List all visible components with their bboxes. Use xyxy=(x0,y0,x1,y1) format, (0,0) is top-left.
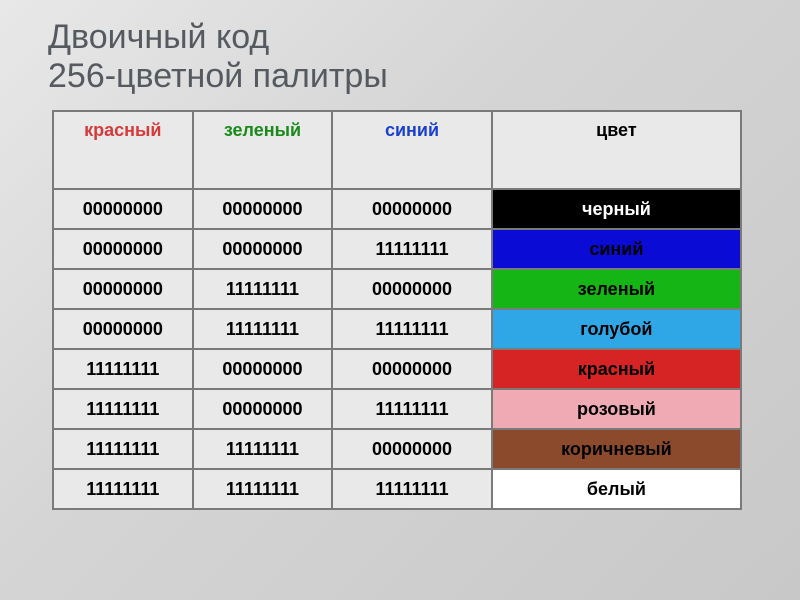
cell-green: 11111111 xyxy=(193,429,333,469)
cell-green: 00000000 xyxy=(193,229,333,269)
cell-green: 11111111 xyxy=(193,469,333,509)
cell-blue: 11111111 xyxy=(332,389,492,429)
cell-green: 11111111 xyxy=(193,309,333,349)
cell-blue: 11111111 xyxy=(332,469,492,509)
cell-red: 00000000 xyxy=(53,229,193,269)
cell-green: 11111111 xyxy=(193,269,333,309)
cell-blue: 11111111 xyxy=(332,309,492,349)
table-row: 000000001111111111111111голубой xyxy=(53,309,741,349)
cell-green: 00000000 xyxy=(193,349,333,389)
table-row: 000000000000000000000000черный xyxy=(53,189,741,229)
table-row: 111111111111111100000000коричневый xyxy=(53,429,741,469)
cell-red: 00000000 xyxy=(53,309,193,349)
cell-blue: 00000000 xyxy=(332,349,492,389)
table-row: 111111110000000000000000красный xyxy=(53,349,741,389)
table-row: 111111110000000011111111розовый xyxy=(53,389,741,429)
cell-color-swatch: красный xyxy=(492,349,741,389)
cell-color-swatch: коричневый xyxy=(492,429,741,469)
slide: Двоичный код 256-цветной палитры красный… xyxy=(0,0,800,600)
palette-table: красный зеленый синий цвет 0000000000000… xyxy=(52,110,742,510)
cell-red: 11111111 xyxy=(53,389,193,429)
slide-title: Двоичный код 256-цветной палитры xyxy=(48,18,760,96)
cell-red: 00000000 xyxy=(53,189,193,229)
col-header-green: зеленый xyxy=(193,111,333,189)
cell-blue: 11111111 xyxy=(332,229,492,269)
table-header-row: красный зеленый синий цвет xyxy=(53,111,741,189)
cell-red: 11111111 xyxy=(53,349,193,389)
table-body: 000000000000000000000000черный0000000000… xyxy=(53,189,741,509)
cell-color-swatch: голубой xyxy=(492,309,741,349)
cell-color-swatch: белый xyxy=(492,469,741,509)
cell-green: 00000000 xyxy=(193,189,333,229)
table-row: 111111111111111111111111белый xyxy=(53,469,741,509)
col-header-red: красный xyxy=(53,111,193,189)
title-line-1: Двоичный код xyxy=(48,18,269,56)
cell-color-swatch: розовый xyxy=(492,389,741,429)
table-row: 000000001111111100000000зеленый xyxy=(53,269,741,309)
cell-blue: 00000000 xyxy=(332,429,492,469)
cell-green: 00000000 xyxy=(193,389,333,429)
cell-color-swatch: черный xyxy=(492,189,741,229)
col-header-blue: синий xyxy=(332,111,492,189)
cell-color-swatch: зеленый xyxy=(492,269,741,309)
cell-red: 11111111 xyxy=(53,469,193,509)
cell-color-swatch: синий xyxy=(492,229,741,269)
cell-red: 11111111 xyxy=(53,429,193,469)
cell-blue: 00000000 xyxy=(332,269,492,309)
table-row: 000000000000000011111111синий xyxy=(53,229,741,269)
cell-blue: 00000000 xyxy=(332,189,492,229)
cell-red: 00000000 xyxy=(53,269,193,309)
col-header-color: цвет xyxy=(492,111,741,189)
title-line-2: 256-цветной палитры xyxy=(48,57,388,95)
